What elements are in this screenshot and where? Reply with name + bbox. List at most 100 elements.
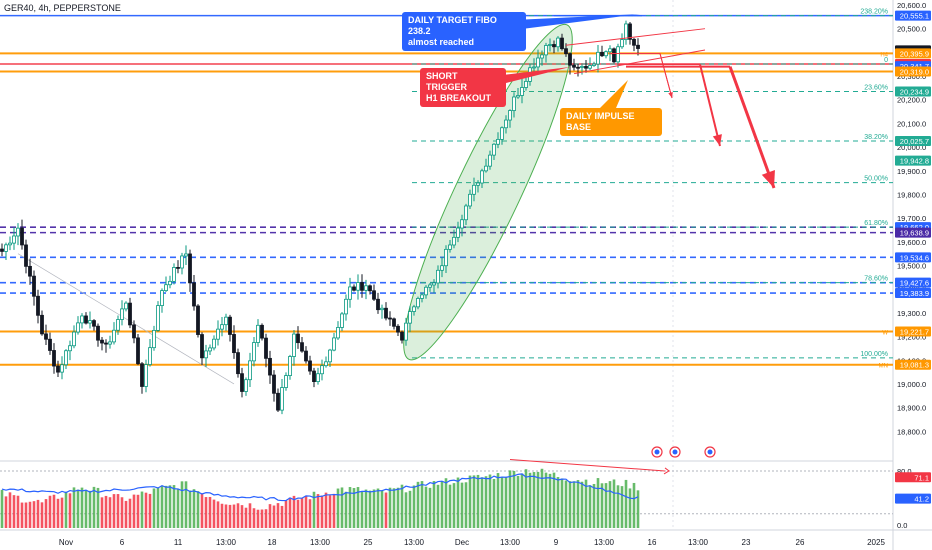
rsi-bar [608, 481, 612, 528]
y-tick-label: 19,900.0 [897, 167, 926, 176]
x-tick-label: Dec [454, 538, 470, 547]
candle-body [276, 392, 280, 411]
level-tag: MN [879, 364, 888, 370]
y-tick-label: 19,700.0 [897, 214, 926, 223]
candle-body [548, 44, 552, 46]
candle-body [292, 333, 296, 357]
candle-body [616, 46, 620, 63]
rsi-bar [340, 487, 344, 528]
candle-body [264, 337, 268, 359]
callout-pointer [600, 80, 628, 108]
candle-body [512, 96, 516, 111]
candle-body [196, 305, 200, 335]
candle-body [16, 227, 20, 237]
candle-body [96, 325, 100, 341]
rsi-bar [156, 487, 160, 528]
candle-body [552, 44, 556, 48]
rsi-bar [152, 488, 156, 528]
short-trigger-callout[interactable]: SHORT TRIGGER H1 BREAKOUT [420, 68, 506, 107]
rsi-bar [52, 494, 56, 528]
price-badge [895, 86, 931, 97]
candle-body [356, 282, 360, 291]
candle-body [432, 282, 436, 286]
rsi-bar [452, 483, 456, 528]
candle-body [76, 322, 80, 333]
rsi-bar [252, 508, 256, 528]
rsi-bar [540, 468, 544, 528]
rsi-bar [572, 481, 576, 528]
rsi-bar [32, 501, 36, 528]
wedge-upper [565, 28, 706, 46]
rsi-bar [176, 488, 180, 528]
rsi-bar [104, 495, 108, 528]
candle-body [268, 357, 272, 376]
rsi-bar [112, 494, 116, 528]
candle-body [164, 284, 168, 292]
projection-arrow-head [668, 92, 673, 98]
rsi-bar [28, 501, 32, 528]
rsi-bar [72, 487, 76, 528]
candle-body [596, 51, 600, 65]
price-badge-label: 20,025.7 [900, 137, 929, 146]
candle-body [464, 205, 468, 221]
candle-body [212, 338, 216, 349]
projection-arrow-head [712, 134, 722, 146]
rsi-bar [552, 472, 556, 528]
candle-body [192, 282, 196, 307]
candle-body [380, 307, 384, 311]
candle-body [460, 219, 464, 229]
rsi-bar [188, 490, 192, 528]
rsi-bar [44, 499, 48, 528]
x-tick-label: 13:00 [403, 538, 425, 547]
price-badge-label: 19,427.6 [900, 279, 929, 288]
candle-body [176, 267, 180, 269]
rsi-bar [468, 475, 472, 528]
daily-impulse-base-callout[interactable]: DAILY IMPULSE BASE [560, 108, 662, 136]
candle-body [52, 350, 56, 367]
candle-body [480, 170, 484, 184]
rsi-bar [480, 477, 484, 528]
candle-body [200, 334, 204, 359]
candle-body [180, 255, 184, 269]
candle-body [124, 302, 128, 310]
candle-body [328, 349, 332, 363]
x-tick-label: 26 [795, 538, 805, 547]
event-marker-dot [707, 449, 713, 455]
rsi-bar [228, 504, 232, 528]
rsi-bar [260, 509, 264, 528]
candle-body [580, 66, 584, 68]
candle-body [132, 324, 136, 339]
rsi-bar [488, 474, 492, 528]
y-tick-label: 19,000.0 [897, 380, 926, 389]
candle-body [508, 110, 512, 121]
rsi-bar [496, 473, 500, 528]
candle-body [56, 365, 60, 373]
candle-body [168, 280, 172, 286]
rsi-bar [232, 504, 236, 528]
rsi-bar [436, 484, 440, 528]
rsi-bar [372, 489, 376, 528]
candle-body [520, 87, 524, 96]
candle-body [456, 227, 460, 238]
price-badge [895, 48, 931, 59]
level-tag: H4 [880, 52, 888, 58]
rsi-bar [4, 496, 8, 528]
rsi-bar [620, 486, 624, 528]
candle-body [452, 236, 456, 246]
rsi-bar [88, 490, 92, 528]
daily-target-callout[interactable]: DAILY TARGET FIBO 238.2 almost reached [402, 12, 526, 51]
rsi-bar [628, 488, 632, 528]
rsi-bar [64, 491, 68, 528]
candle-body [260, 324, 264, 339]
candle-body [84, 315, 88, 324]
candle-body [344, 298, 348, 315]
rsi-bar [600, 483, 604, 528]
rsi-bar [516, 475, 520, 528]
candle-body [28, 265, 32, 277]
candle-body [340, 313, 344, 328]
candle-body [60, 364, 64, 373]
price-badge [895, 66, 931, 77]
candle-body [568, 53, 572, 66]
candle-body [624, 23, 628, 40]
candle-body [492, 143, 496, 156]
